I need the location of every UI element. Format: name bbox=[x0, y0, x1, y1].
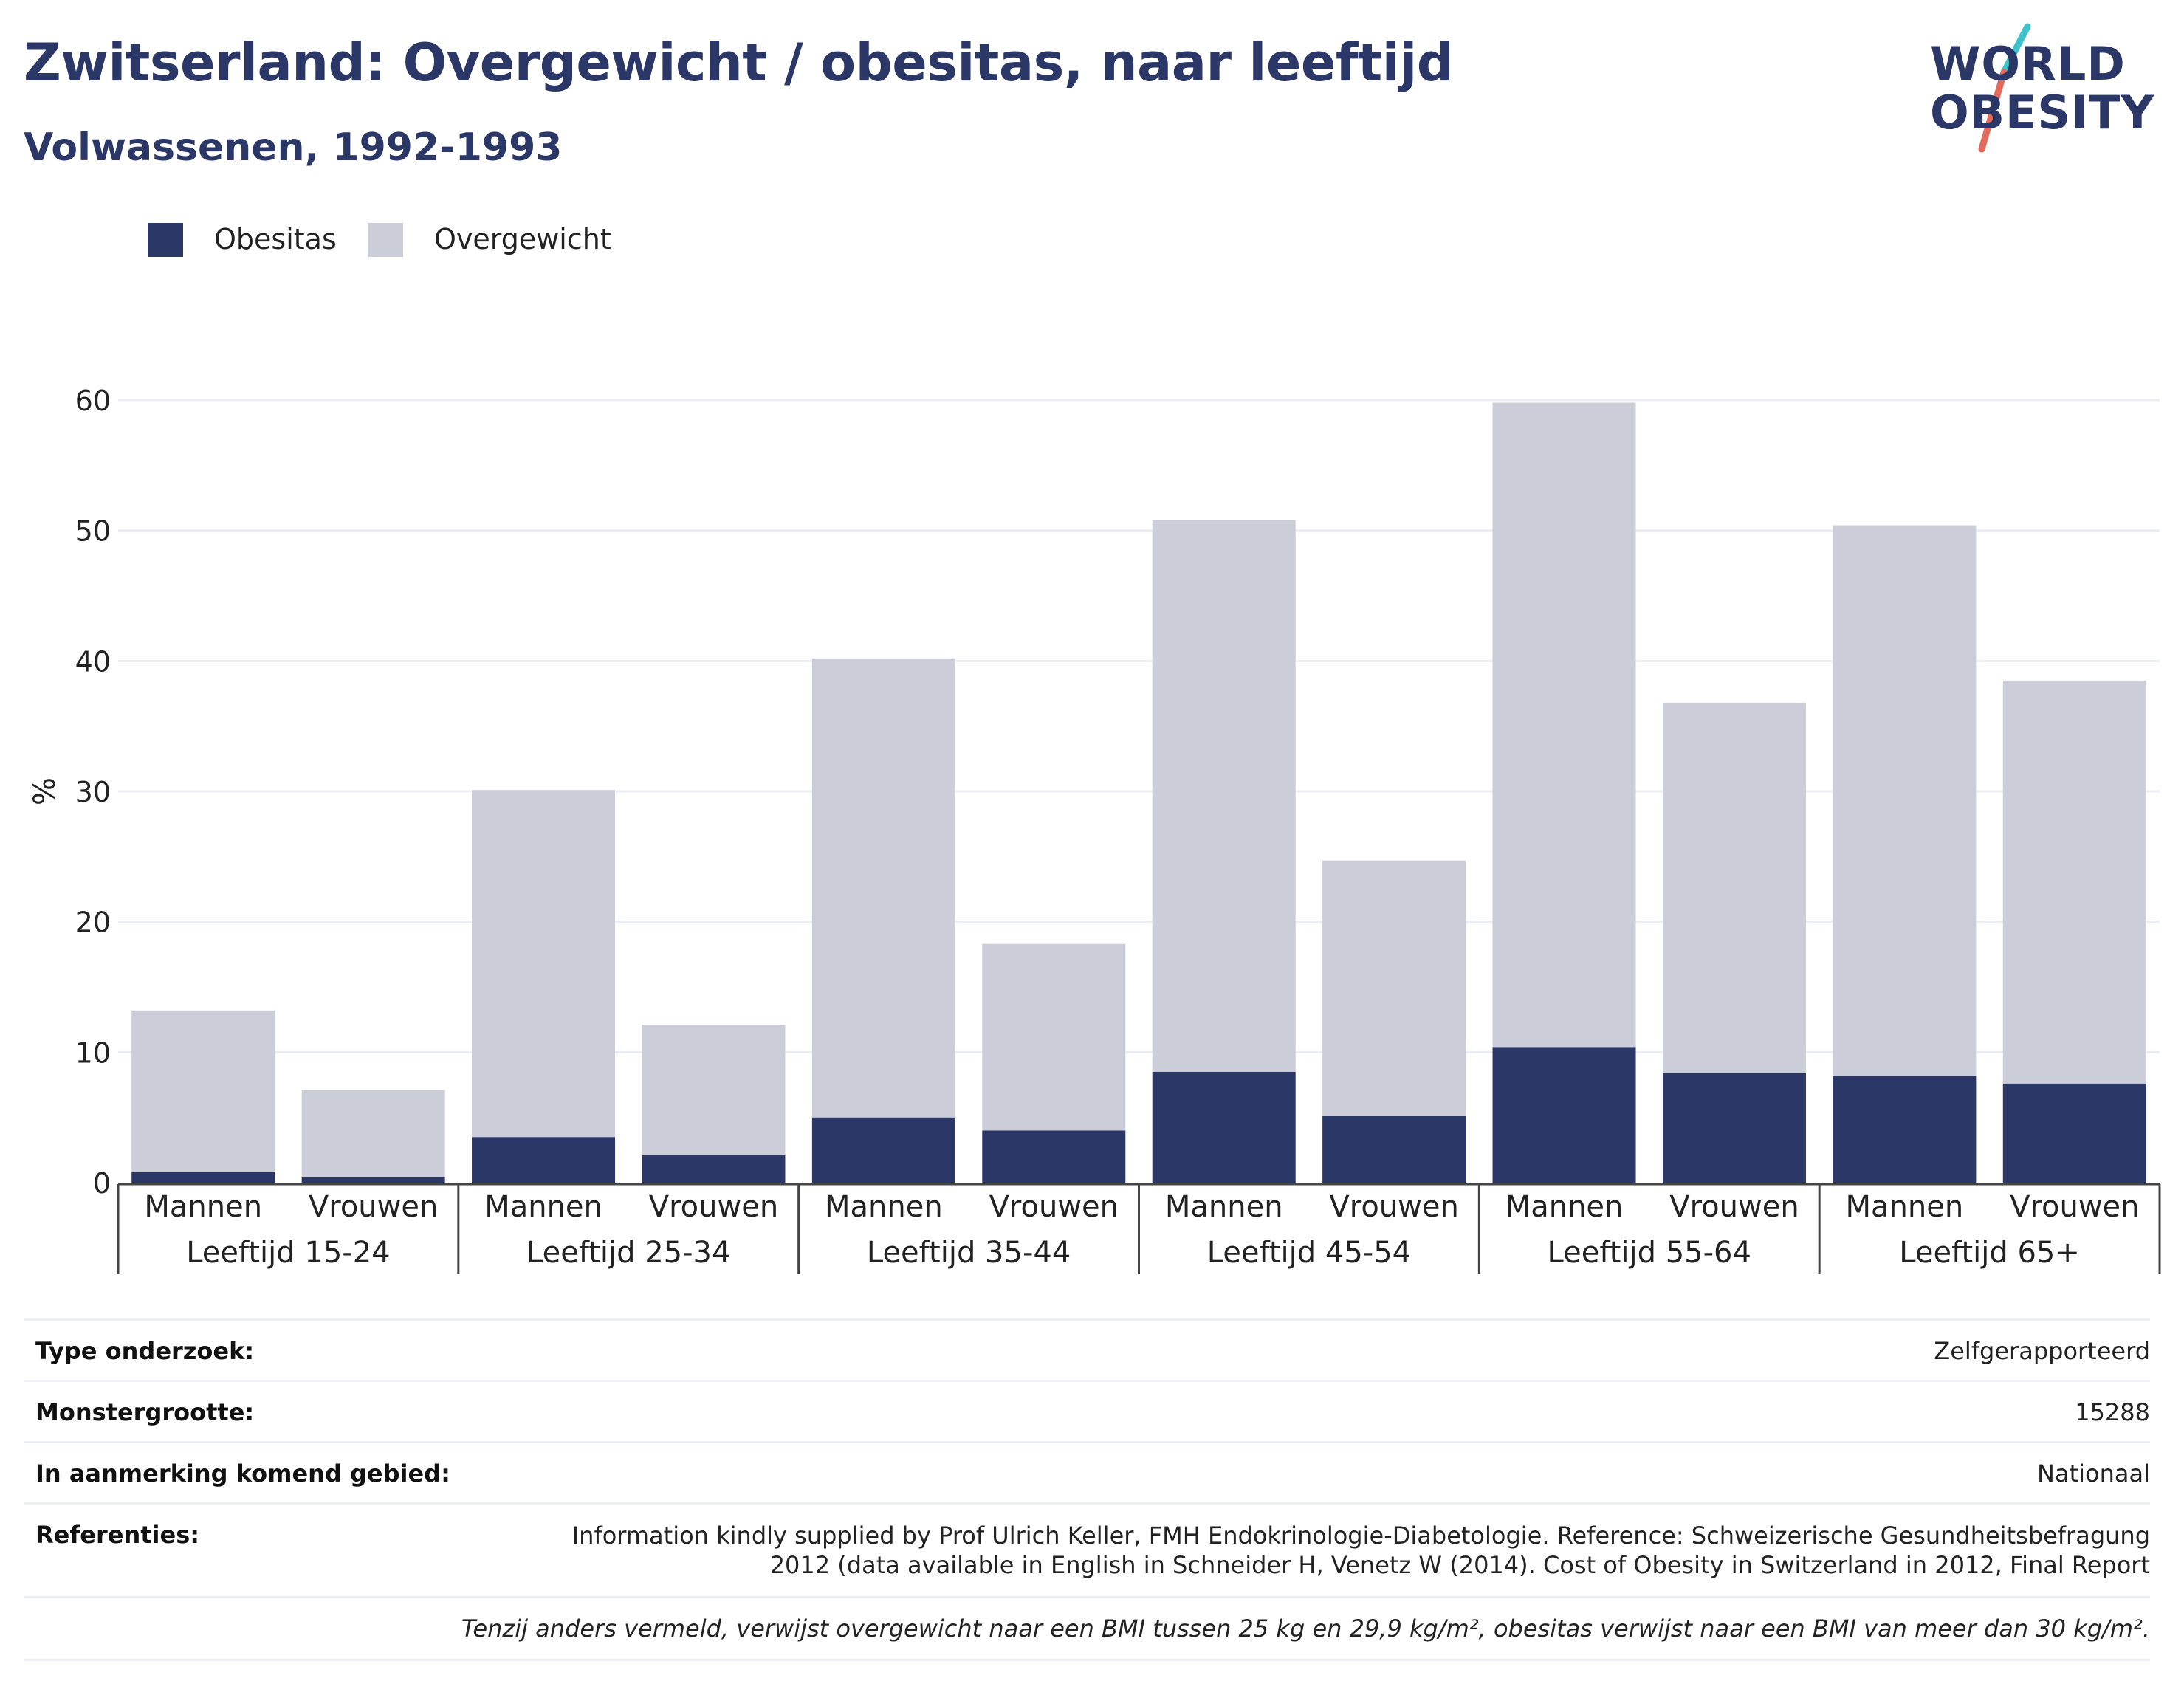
logo-slash-icon bbox=[1978, 23, 2031, 153]
references-value: Information kindly supplied by Prof Ulri… bbox=[571, 1522, 2150, 1579]
area-value: Nationaal bbox=[2037, 1460, 2150, 1488]
x-tick-label: Mannen bbox=[1505, 1190, 1624, 1224]
bar-overgewicht bbox=[1152, 520, 1296, 1072]
y-tick-label: 40 bbox=[75, 645, 111, 678]
group-label: Leeftijd 15-24 bbox=[186, 1236, 390, 1270]
info-row-references: Referenties: Information kindly supplied… bbox=[24, 1502, 2150, 1596]
sample-size-label: Monstergrootte: bbox=[35, 1398, 255, 1426]
x-tick-label: Vrouwen bbox=[2010, 1190, 2139, 1224]
group-label: Leeftijd 25-34 bbox=[526, 1236, 730, 1270]
bar-obesitas bbox=[2002, 1083, 2146, 1183]
y-tick-label: 60 bbox=[75, 385, 111, 417]
footnote-text: Tenzij anders vermeld, verwijst overgewi… bbox=[461, 1615, 2150, 1643]
bar-obesitas bbox=[1662, 1073, 1806, 1183]
bar-obesitas bbox=[1152, 1071, 1296, 1183]
bar-overgewicht bbox=[1662, 702, 1806, 1073]
x-tick-label: Vrouwen bbox=[1329, 1190, 1458, 1224]
bar-obesitas bbox=[811, 1117, 955, 1183]
bar-overgewicht bbox=[811, 658, 955, 1118]
chart-subtitle: Volwassenen, 1992-1993 bbox=[24, 126, 563, 170]
bar-overgewicht bbox=[1322, 860, 1466, 1116]
y-tick-label: 30 bbox=[75, 776, 111, 808]
references-label: Referenties: bbox=[35, 1521, 200, 1549]
bar-obesitas bbox=[1322, 1115, 1466, 1183]
bar-overgewicht bbox=[1833, 525, 1977, 1076]
y-axis-label: % bbox=[28, 777, 62, 805]
group-label: Leeftijd 35-44 bbox=[867, 1236, 1071, 1270]
stacked-bar-chart: 0 10 20 30 40 50 60% Mannen Vrouwen Mannen Vrouwen… bbox=[28, 385, 2161, 1274]
legend-swatch-obesitas bbox=[148, 223, 183, 257]
y-tick-label: 0 bbox=[93, 1167, 111, 1200]
survey-type-value: Zelfgerapporteerd bbox=[1934, 1337, 2150, 1365]
x-tick-label: Vrouwen bbox=[989, 1190, 1119, 1224]
legend-label-overgewicht: Overgewicht bbox=[434, 223, 611, 255]
x-tick-label: Mannen bbox=[484, 1190, 602, 1224]
bar-obesitas bbox=[1492, 1047, 1636, 1183]
bar-overgewicht bbox=[301, 1090, 445, 1177]
info-table: Type onderzoek: Zelfgerapporteerd Monste… bbox=[24, 1318, 2150, 1661]
world-obesity-logo: WORLD OBESITY bbox=[1920, 22, 2171, 155]
y-tick-label: 10 bbox=[75, 1036, 111, 1069]
area-label: In aanmerking komend gebied: bbox=[35, 1460, 450, 1488]
bar-overgewicht bbox=[982, 943, 1126, 1131]
info-row-sample-size: Monstergrootte: 15288 bbox=[24, 1380, 2150, 1441]
bar-obesitas bbox=[301, 1177, 445, 1183]
info-row-area: In aanmerking komend gebied: Nationaal bbox=[24, 1441, 2150, 1502]
y-tick-label: 50 bbox=[75, 515, 111, 548]
bar-overgewicht bbox=[2002, 680, 2146, 1084]
x-tick-label: Vrouwen bbox=[649, 1190, 778, 1224]
x-tick-label: Mannen bbox=[1165, 1190, 1283, 1224]
x-tick-label: Vrouwen bbox=[309, 1190, 438, 1224]
bar-obesitas bbox=[472, 1137, 616, 1183]
x-tick-label: Mannen bbox=[1846, 1190, 1964, 1224]
x-tick-label: Mannen bbox=[144, 1190, 262, 1224]
logo-text-world: WORLD bbox=[1930, 37, 2126, 91]
bar-obesitas bbox=[982, 1130, 1126, 1183]
y-tick-label: 20 bbox=[75, 907, 111, 939]
bar-overgewicht bbox=[472, 790, 616, 1138]
group-label: Leeftijd 55-64 bbox=[1548, 1236, 1751, 1270]
chart-title: Zwitserland: Overgewicht / obesitas, naa… bbox=[24, 32, 1454, 93]
survey-type-label: Type onderzoek: bbox=[35, 1337, 255, 1365]
legend-swatch-overgewicht bbox=[368, 223, 403, 257]
info-row-survey-type: Type onderzoek: Zelfgerapporteerd bbox=[24, 1318, 2150, 1380]
x-tick-label: Mannen bbox=[825, 1190, 943, 1224]
group-label: Leeftijd 65+ bbox=[1899, 1236, 2080, 1270]
legend-label-obesitas: Obesitas bbox=[214, 223, 337, 255]
sample-size-value: 15288 bbox=[2075, 1398, 2150, 1426]
bar-obesitas bbox=[131, 1172, 275, 1183]
group-label: Leeftijd 45-54 bbox=[1207, 1236, 1411, 1270]
logo-text-obesity: OBESITY bbox=[1930, 86, 2155, 140]
info-row-footnote: Tenzij anders vermeld, verwijst overgewi… bbox=[24, 1596, 2150, 1661]
x-tick-label: Vrouwen bbox=[1669, 1190, 1799, 1224]
bar-overgewicht bbox=[1492, 402, 1636, 1048]
bar-overgewicht bbox=[131, 1010, 275, 1172]
bar-overgewicht bbox=[642, 1025, 786, 1155]
bar-obesitas bbox=[642, 1155, 786, 1183]
bar-obesitas bbox=[1833, 1076, 1977, 1183]
